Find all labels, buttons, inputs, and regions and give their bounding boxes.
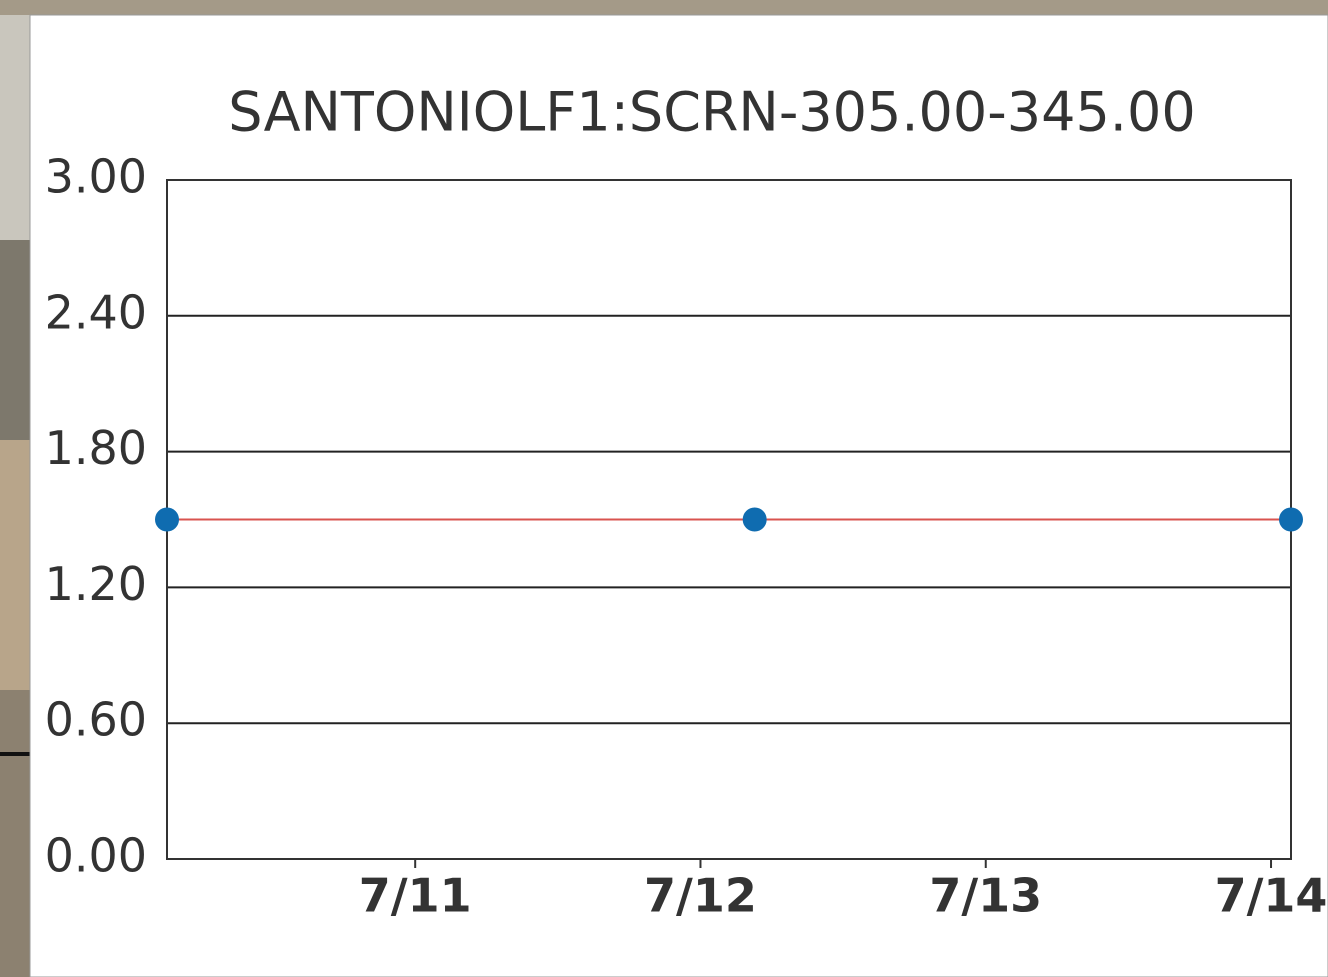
x-tick-label: 7/13: [929, 869, 1042, 923]
x-tick-label: 7/11: [359, 869, 472, 923]
data-point: [743, 508, 767, 532]
chart-panel: [30, 15, 1328, 977]
y-tick-label: 1.80: [45, 421, 147, 475]
screen: SANTONIOLF1:SCRN-305.00-345.00 0.00 0.60 1…: [0, 0, 1328, 977]
chart-title: SANTONIOLF1:SCRN-305.00-345.00: [228, 81, 1195, 144]
y-tick-label: 3.00: [45, 150, 147, 204]
page: {"chart_data": {"type": "line", "title":…: [0, 0, 1328, 977]
y-tick-label: 0.00: [45, 829, 147, 883]
data-point: [155, 508, 179, 532]
data-point: [1279, 508, 1303, 532]
x-tick-label: 7/12: [644, 869, 757, 923]
y-tick-label: 1.20: [45, 557, 147, 611]
x-tick-label: 7/14: [1215, 869, 1328, 923]
y-tick-label: 2.40: [45, 285, 147, 339]
y-tick-label: 0.60: [45, 693, 147, 747]
